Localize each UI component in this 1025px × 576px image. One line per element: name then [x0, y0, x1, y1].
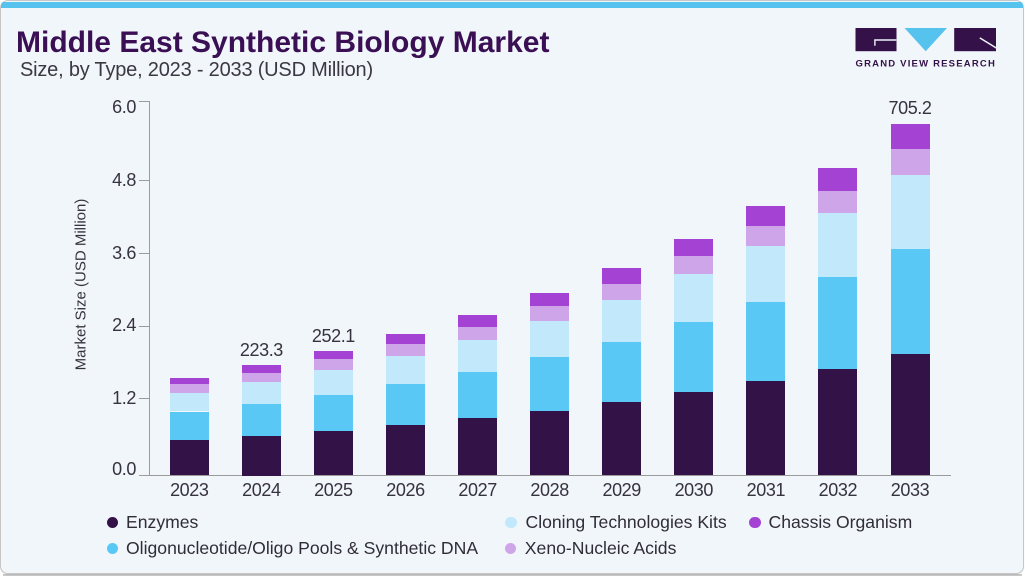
svg-text:GRAND VIEW RESEARCH: GRAND VIEW RESEARCH [856, 59, 997, 70]
